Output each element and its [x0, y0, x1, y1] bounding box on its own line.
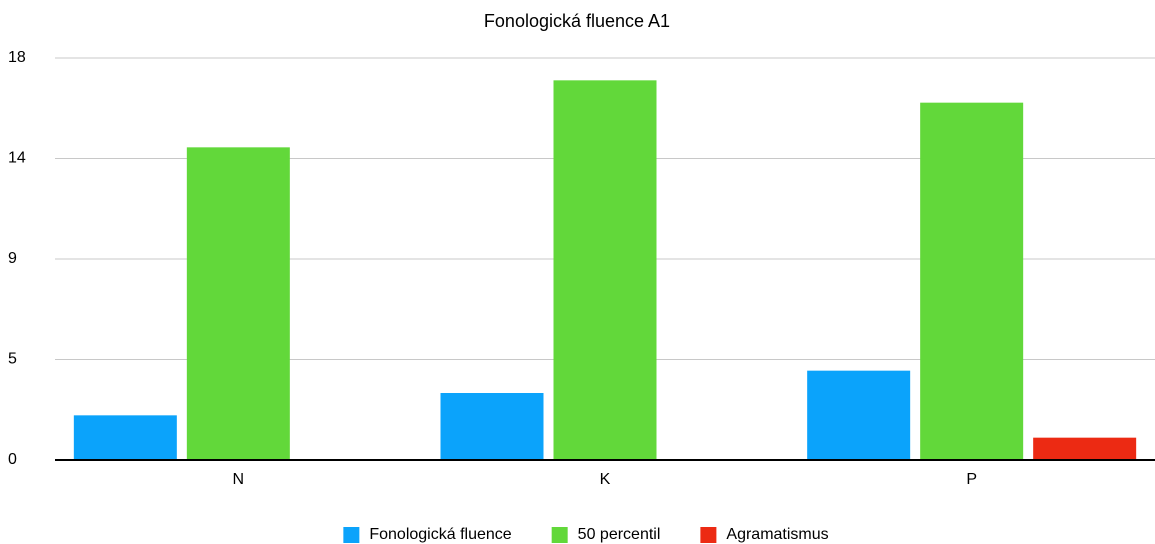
- y-tick-label: 18: [8, 49, 26, 66]
- x-tick-label: P: [966, 471, 977, 488]
- y-tick-label: 14: [8, 150, 26, 167]
- chart-title: Fonologická fluence A1: [484, 11, 670, 31]
- legend-swatch: [343, 527, 360, 543]
- y-tick-label: 0: [8, 451, 17, 468]
- legend-label: Agramatismus: [726, 526, 828, 543]
- legend-swatch: [551, 527, 568, 543]
- y-tick-label: 9: [8, 250, 17, 267]
- bar: [1033, 437, 1137, 460]
- legend-swatch: [700, 527, 717, 543]
- x-tick-label: K: [600, 471, 611, 488]
- legend-label: Fonologická fluence: [369, 526, 511, 543]
- bar: [440, 393, 544, 460]
- bar: [553, 80, 657, 460]
- legend-label: 50 percentil: [578, 526, 661, 543]
- bar: [186, 147, 290, 461]
- bar: [807, 370, 911, 460]
- bar: [73, 415, 177, 460]
- y-tick-label: 5: [8, 351, 17, 368]
- bar: [920, 102, 1024, 461]
- x-tick-label: N: [233, 471, 245, 488]
